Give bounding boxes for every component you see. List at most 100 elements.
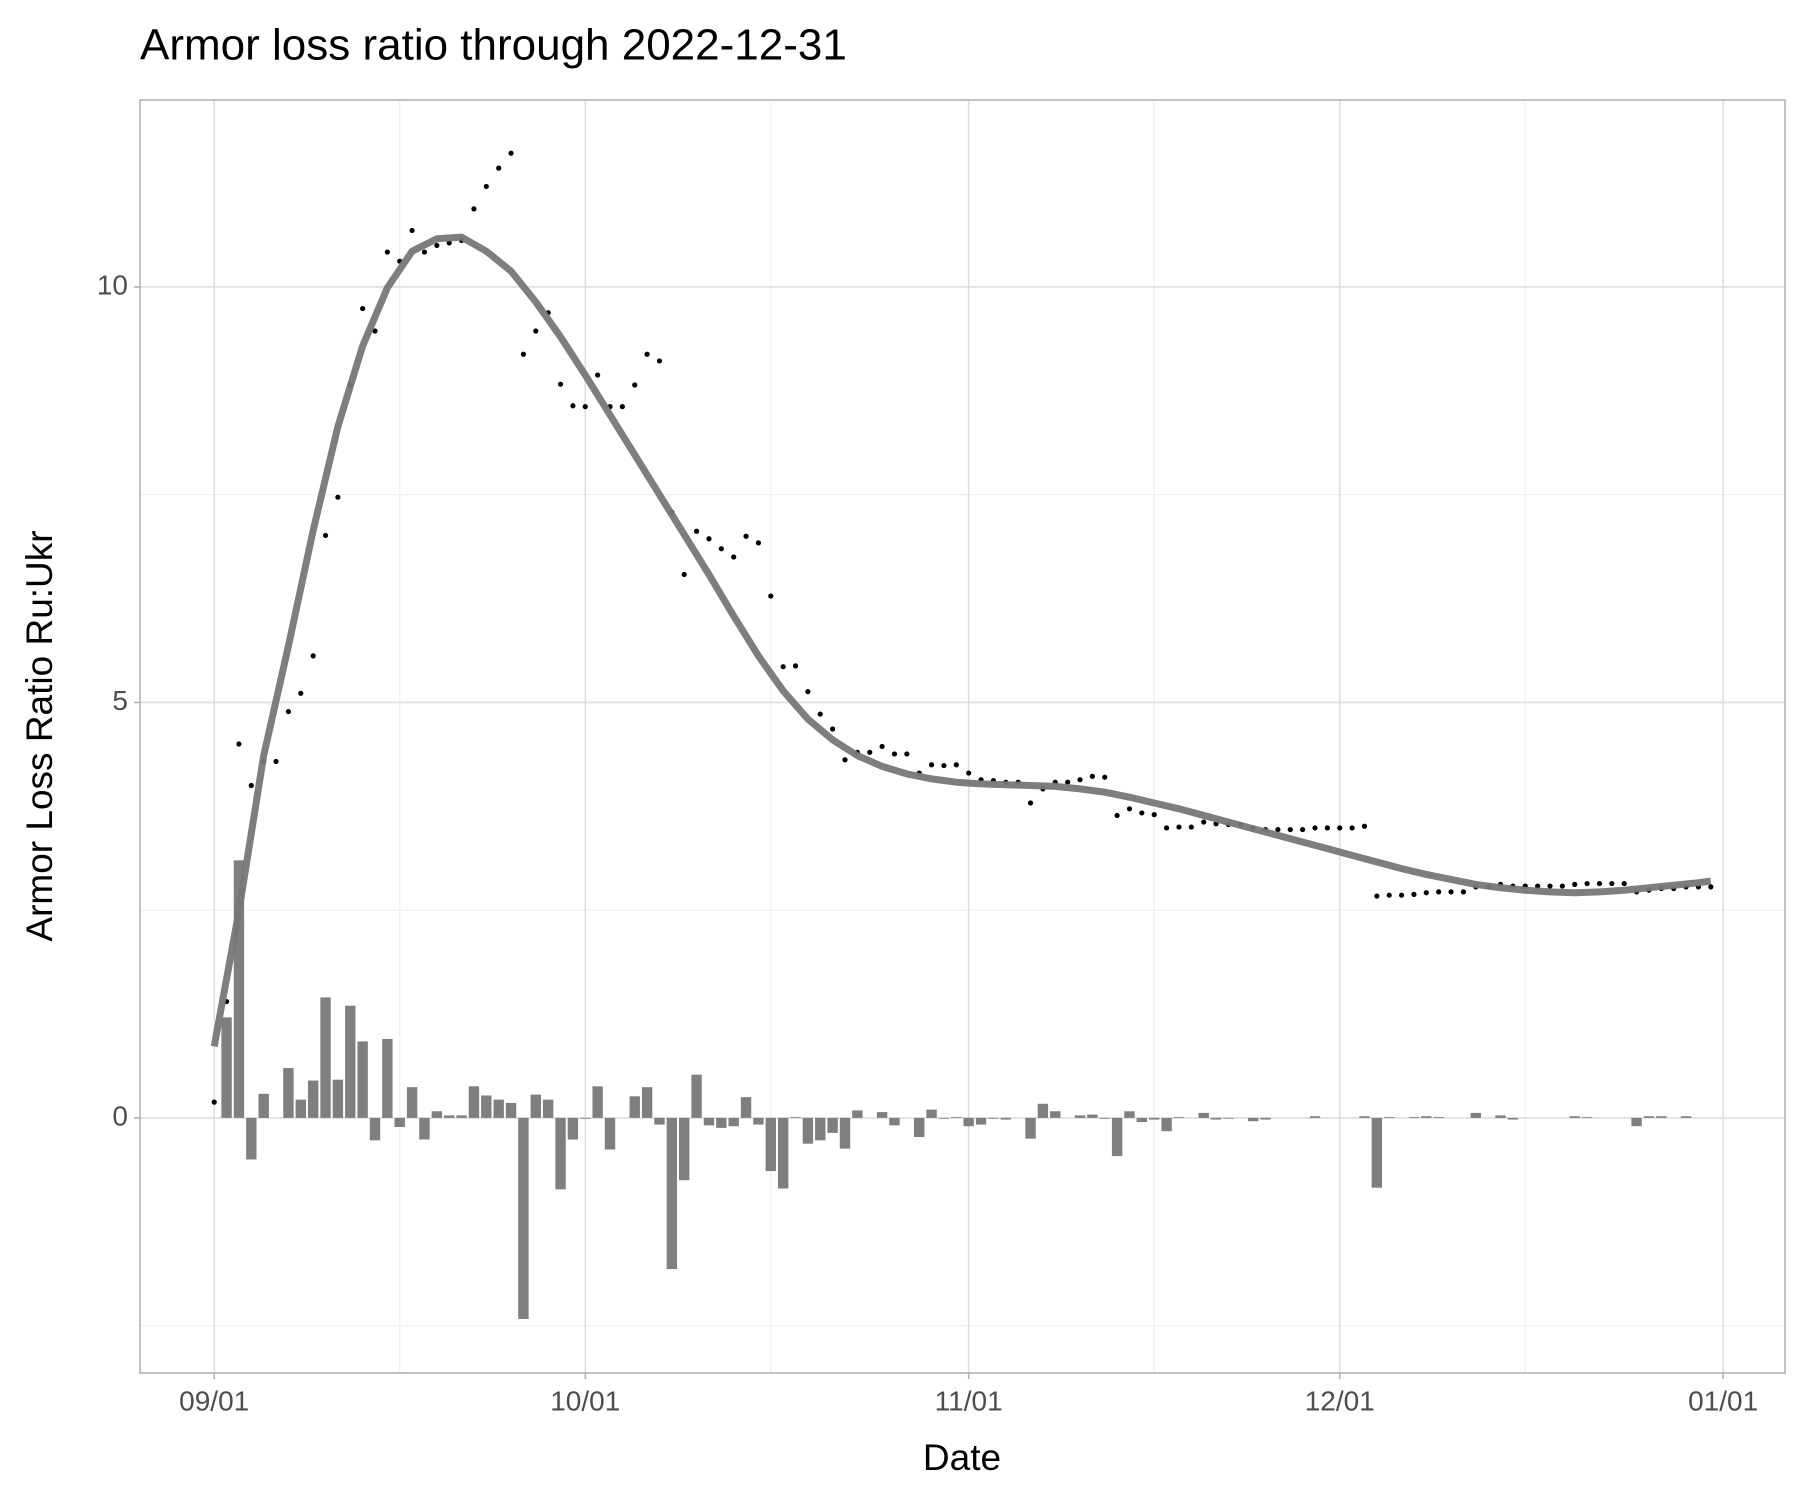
y-tick-label: 10 [97, 269, 128, 300]
point [1201, 819, 1207, 825]
bar [357, 1041, 368, 1118]
x-tick-label: 12/01 [1305, 1385, 1375, 1416]
bar [827, 1117, 838, 1133]
bar [1470, 1112, 1481, 1118]
point [693, 528, 700, 534]
point [867, 749, 873, 755]
point [1460, 889, 1467, 895]
point [582, 404, 588, 410]
point [1547, 883, 1553, 889]
bar [666, 1117, 678, 1270]
bar [988, 1117, 999, 1119]
point [1535, 883, 1541, 889]
point [904, 751, 910, 757]
bar [703, 1117, 715, 1126]
bar [1421, 1116, 1432, 1118]
x-tick-label: 01/01 [1688, 1385, 1758, 1416]
bar [221, 1017, 232, 1118]
bar [345, 1005, 356, 1118]
bar [728, 1117, 739, 1127]
bar [493, 1099, 504, 1118]
bar [481, 1095, 492, 1118]
bar [691, 1074, 702, 1118]
point [891, 751, 898, 757]
point [1386, 892, 1392, 898]
point [1448, 889, 1454, 895]
x-axis-title: Date [923, 1437, 1001, 1478]
point [248, 782, 254, 789]
point [1584, 880, 1590, 887]
x-tick-label: 09/01 [179, 1385, 249, 1416]
point [471, 206, 477, 212]
bar [580, 1117, 591, 1119]
bar [233, 860, 245, 1118]
bar [765, 1117, 776, 1172]
bar [802, 1117, 814, 1144]
bar [419, 1117, 430, 1140]
bar [1384, 1117, 1395, 1118]
bar [963, 1117, 974, 1127]
point [966, 770, 972, 776]
bar [876, 1112, 888, 1118]
bar [456, 1115, 467, 1118]
bar [406, 1087, 418, 1118]
point [879, 743, 885, 750]
point [310, 653, 316, 659]
point [1436, 889, 1442, 895]
bar [307, 1080, 319, 1118]
bar [1569, 1116, 1580, 1118]
bar [753, 1117, 764, 1125]
bar [394, 1117, 405, 1128]
bar [1210, 1117, 1222, 1120]
bar [555, 1117, 566, 1190]
bar [1074, 1115, 1086, 1118]
point [842, 757, 848, 763]
point [360, 305, 366, 312]
bar [258, 1093, 269, 1118]
point [236, 741, 242, 747]
point [483, 183, 489, 190]
point [1114, 812, 1120, 819]
point [830, 726, 836, 732]
point [619, 404, 625, 410]
bar [530, 1094, 541, 1118]
point [570, 403, 576, 409]
point [805, 689, 811, 695]
point [285, 708, 292, 715]
bar [790, 1117, 801, 1118]
bar [889, 1117, 900, 1126]
bar [1161, 1117, 1172, 1132]
y-tick-label: 0 [112, 1100, 128, 1131]
point [434, 242, 440, 249]
point [1609, 880, 1615, 887]
bar [1037, 1103, 1049, 1118]
point [656, 358, 663, 364]
bar [1149, 1117, 1160, 1120]
bar [1050, 1111, 1061, 1118]
bar [1680, 1116, 1692, 1118]
point [780, 664, 786, 670]
point [743, 533, 749, 539]
point [1349, 825, 1355, 831]
x-tick-label: 11/01 [935, 1385, 1003, 1416]
bar [839, 1117, 851, 1149]
point [520, 351, 527, 357]
bar [431, 1111, 443, 1118]
bar [852, 1110, 863, 1118]
bar [777, 1117, 789, 1189]
bar [332, 1079, 344, 1118]
point [1126, 806, 1133, 812]
bar [815, 1117, 826, 1141]
x-tick-label: 10/01 [550, 1385, 620, 1416]
point [817, 711, 823, 717]
bar [1408, 1117, 1420, 1118]
point [768, 593, 774, 599]
point [731, 554, 737, 560]
bar [604, 1117, 616, 1150]
point [1275, 826, 1281, 833]
bar [629, 1096, 640, 1118]
bar [654, 1117, 665, 1125]
bar [295, 1099, 306, 1118]
point [941, 762, 947, 769]
